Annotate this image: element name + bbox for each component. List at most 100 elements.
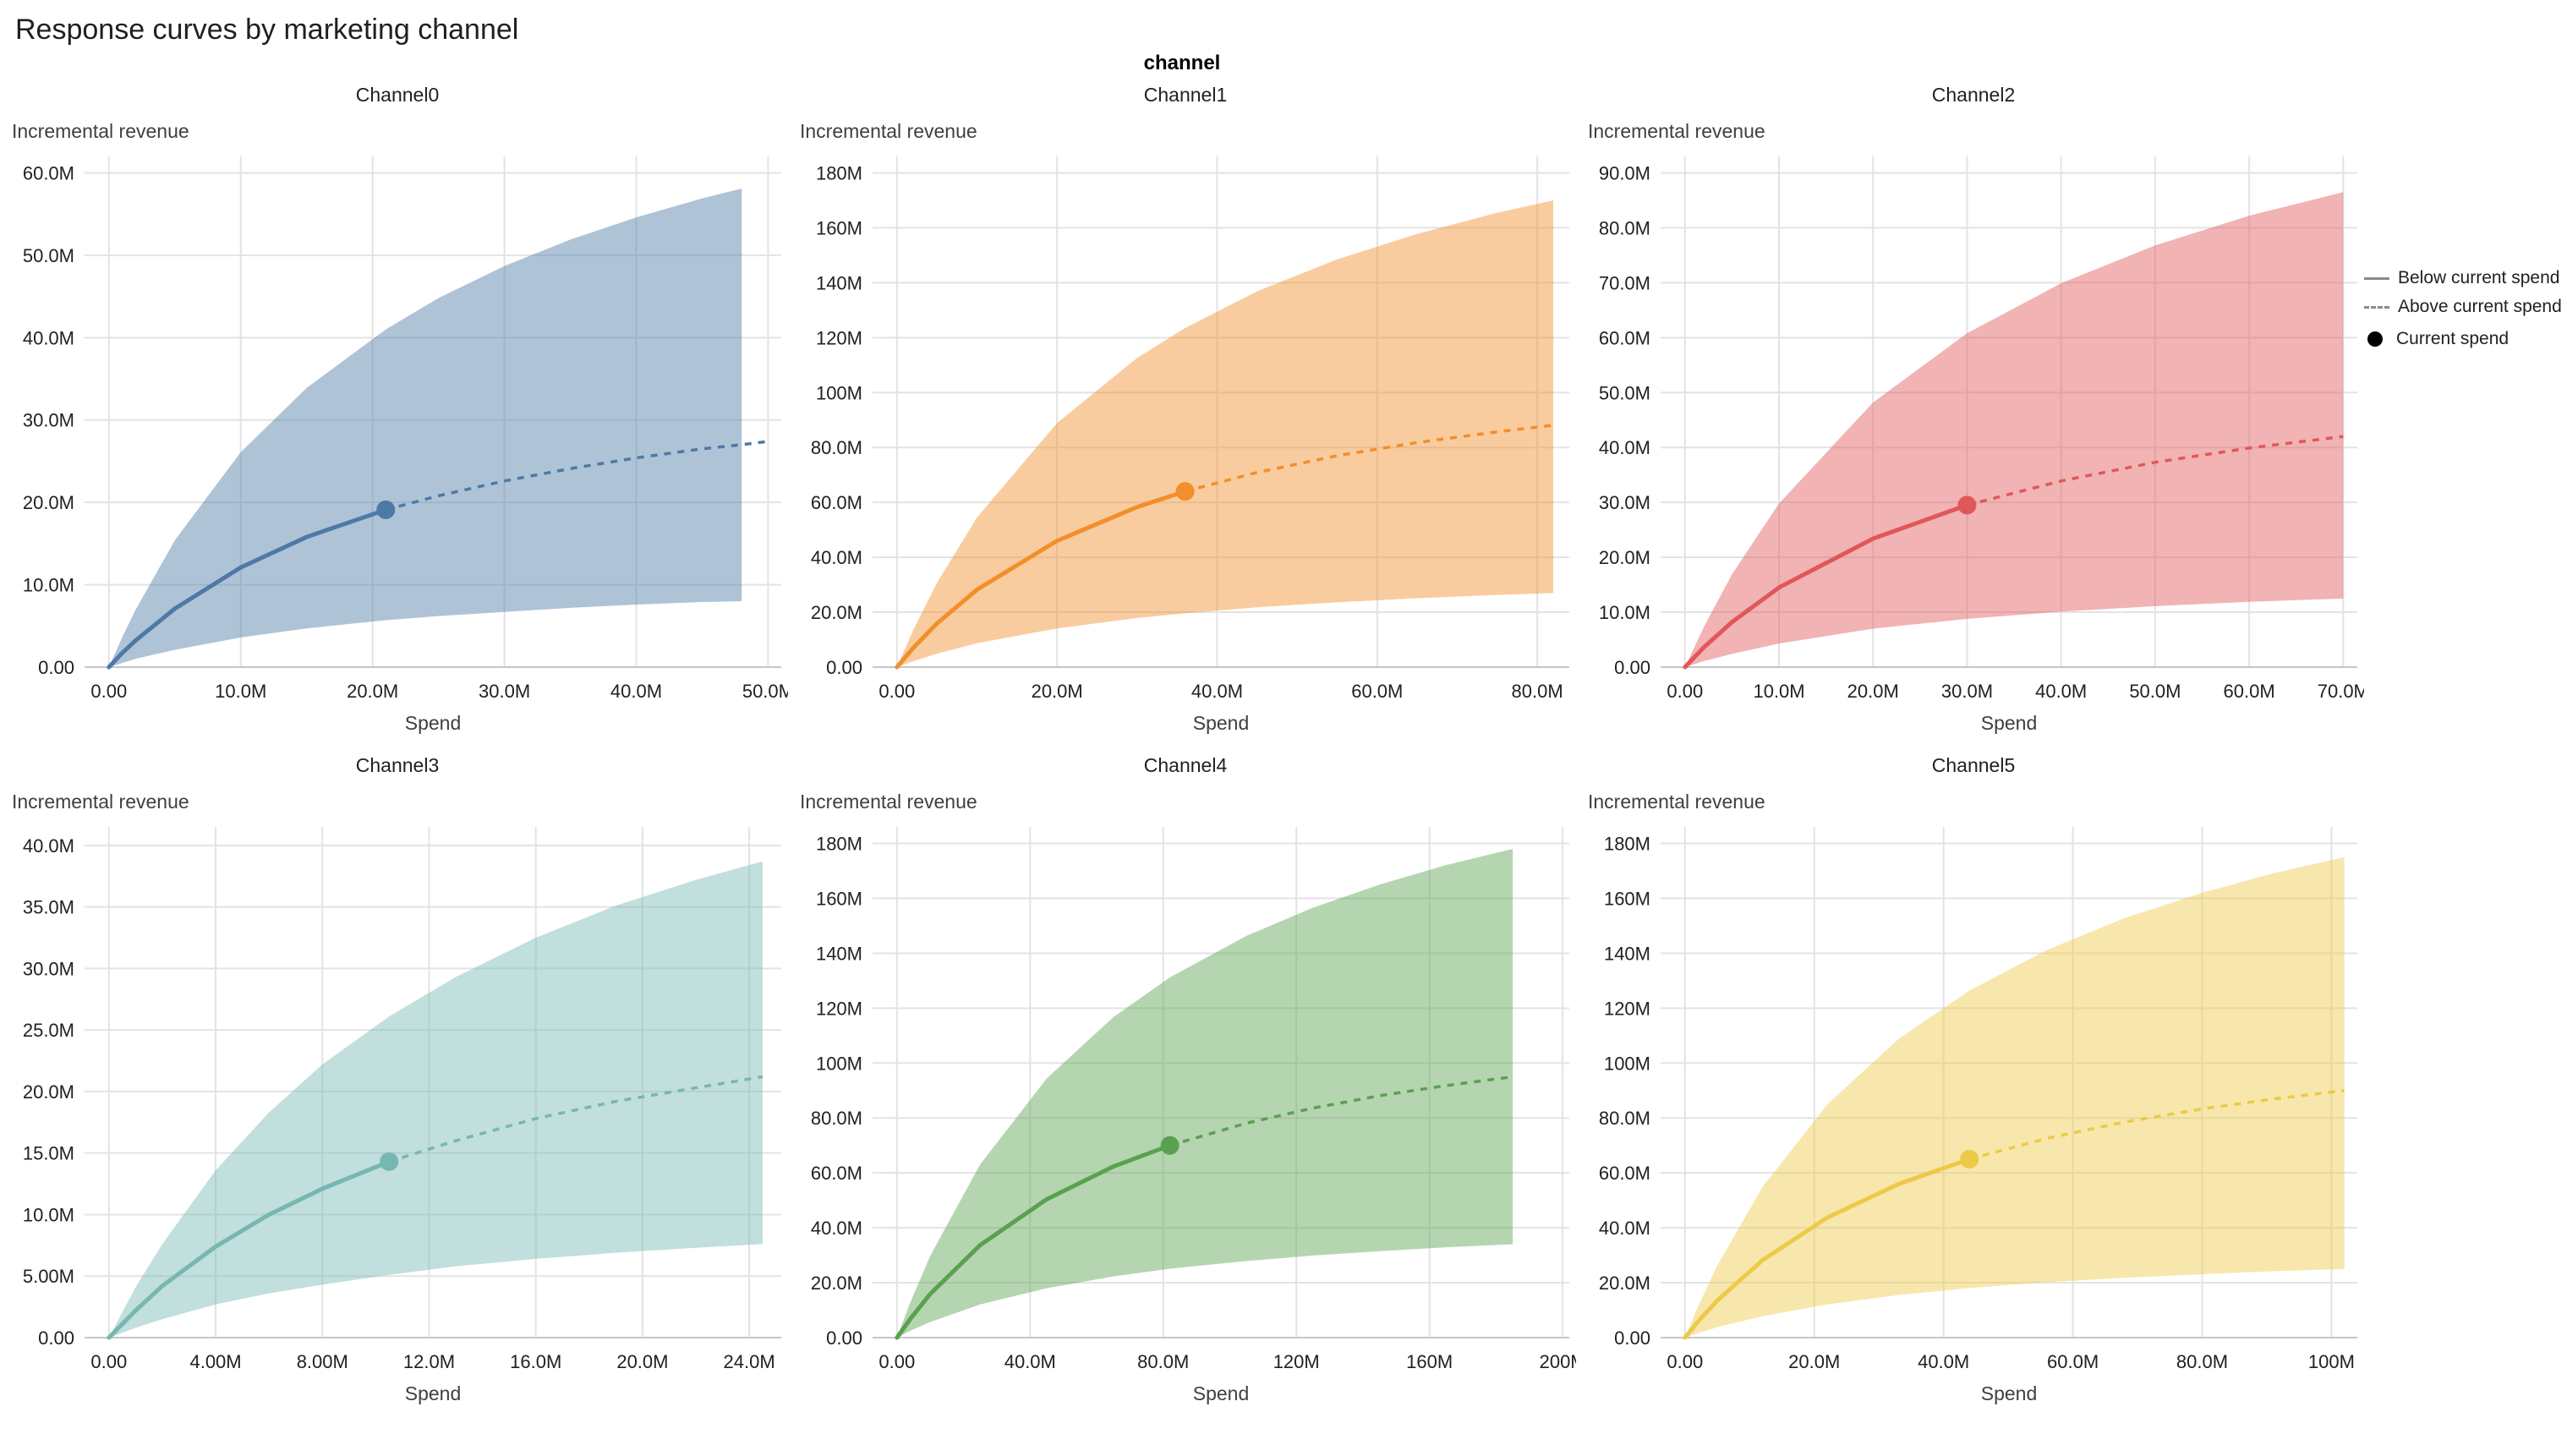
- x-tick-label: 50.0M: [742, 681, 788, 702]
- current-spend-marker: [380, 1152, 399, 1171]
- response-curve-chart: 0.00 20.0M 40.0M 60.0M 80.0M 100M 120M 140M 160M…: [811, 156, 1569, 734]
- y-tick-label: 20.0M: [811, 1273, 862, 1294]
- facet-label: channel: [1143, 52, 1221, 74]
- y-tick-label: 120M: [816, 998, 862, 1019]
- legend-label: Below current spend: [2398, 268, 2560, 287]
- charts-grid: Channel0 Incremental revenue 0.00 10.0M 20…: [0, 75, 2567, 1416]
- y-tick-label: 80.0M: [1599, 217, 1650, 238]
- y-tick-label: 100M: [816, 382, 862, 403]
- below-current-spend-line: [1683, 502, 1969, 670]
- y-tick-label: 0.00: [1614, 657, 1650, 678]
- y-axis-label: Incremental revenue: [12, 791, 189, 813]
- below-current-spend-line: [895, 489, 1188, 670]
- y-tick-label: 30.0M: [23, 958, 74, 979]
- y-tick-label: 20.0M: [23, 492, 74, 513]
- page-title: Response curves by marketing channel: [15, 14, 519, 46]
- y-axis-label: Incremental revenue: [800, 791, 977, 813]
- y-tick-label: 15.0M: [23, 1143, 74, 1164]
- y-tick-label: 80.0M: [1599, 1108, 1650, 1129]
- y-tick-label: 180M: [816, 833, 862, 854]
- y-tick-label: 30.0M: [23, 410, 74, 431]
- y-tick-label: 40.0M: [1599, 437, 1650, 458]
- x-tick-label: 60.0M: [2224, 681, 2275, 702]
- x-tick-label: 50.0M: [2129, 681, 2181, 702]
- above-current-spend-line: [1185, 424, 1554, 493]
- legend-item-below-current-spend: Below current spend: [2364, 268, 2567, 288]
- y-tick-label: 20.0M: [1599, 1273, 1650, 1294]
- x-tick-label: 160M: [1406, 1351, 1453, 1372]
- x-tick-label: 60.0M: [2047, 1351, 2099, 1372]
- x-tick-label: 0.00: [878, 1351, 915, 1372]
- y-tick-label: 40.0M: [811, 1218, 862, 1239]
- x-tick-label: 40.0M: [1004, 1351, 1056, 1372]
- x-axis-label: Spend: [1193, 712, 1250, 734]
- y-tick-label: 160M: [1604, 888, 1650, 909]
- y-axis-label: Incremental revenue: [1588, 791, 1765, 813]
- y-tick-label: 50.0M: [1599, 382, 1650, 403]
- y-tick-label: 10.0M: [23, 1204, 74, 1225]
- x-tick-label: 0.00: [90, 681, 127, 702]
- chart-title: Channel3: [355, 754, 440, 776]
- y-tick-label: 25.0M: [23, 1020, 74, 1041]
- below-current-spend-line: [1683, 1157, 1972, 1340]
- y-tick-label: 20.0M: [811, 602, 862, 623]
- chart-card: Channel1 Incremental revenue 0.00 20.0M 40…: [788, 75, 1576, 746]
- current-spend-marker: [1175, 482, 1195, 501]
- y-tick-label: 140M: [816, 943, 862, 964]
- x-tick-label: 20.0M: [1032, 681, 1083, 702]
- current-spend-marker: [1160, 1136, 1180, 1155]
- chart-title: Channel2: [1931, 84, 2016, 106]
- x-tick-label: 40.0M: [610, 681, 662, 702]
- x-tick-label: 0.00: [878, 681, 915, 702]
- confidence-band: [1684, 857, 2345, 1338]
- y-tick-label: 20.0M: [1599, 547, 1650, 568]
- y-tick-label: 50.0M: [23, 245, 74, 266]
- x-tick-label: 100M: [2308, 1351, 2355, 1372]
- x-tick-label: 80.0M: [1512, 681, 1563, 702]
- current-spend-marker: [1957, 495, 1977, 515]
- above-current-spend-line: [1967, 435, 2344, 507]
- legend-item-above-current-spend: Above current spend: [2364, 297, 2567, 317]
- y-tick-label: 160M: [816, 217, 862, 238]
- y-tick-label: 60.0M: [811, 492, 862, 513]
- x-tick-label: 120M: [1273, 1351, 1320, 1372]
- y-tick-label: 100M: [1604, 1053, 1650, 1074]
- y-axis-label: Incremental revenue: [12, 120, 189, 142]
- y-axis-label: Incremental revenue: [800, 120, 977, 142]
- x-tick-label: 20.0M: [1788, 1351, 1840, 1372]
- x-tick-label: 40.0M: [2035, 681, 2087, 702]
- y-tick-label: 140M: [816, 272, 862, 293]
- below-current-spend-line: [107, 1159, 391, 1340]
- x-axis-label: Spend: [1193, 1382, 1250, 1404]
- dot-icon: [2367, 331, 2383, 347]
- y-tick-label: 0.00: [826, 1327, 862, 1349]
- y-tick-label: 0.00: [1614, 1327, 1650, 1349]
- x-tick-label: 80.0M: [1137, 1351, 1189, 1372]
- y-tick-label: 60.0M: [23, 162, 74, 183]
- y-tick-label: 40.0M: [1599, 1218, 1650, 1239]
- y-tick-label: 60.0M: [1599, 327, 1650, 348]
- y-tick-label: 160M: [816, 888, 862, 909]
- chart-title: Channel5: [1931, 754, 2016, 776]
- above-current-spend-line: [385, 440, 769, 512]
- y-tick-label: 70.0M: [1599, 272, 1650, 293]
- x-tick-label: 80.0M: [2176, 1351, 2228, 1372]
- y-tick-label: 80.0M: [811, 1108, 862, 1129]
- y-tick-label: 100M: [816, 1053, 862, 1074]
- x-tick-label: 0.00: [1667, 681, 1703, 702]
- x-tick-label: 200M: [1540, 1351, 1576, 1372]
- x-axis-label: Spend: [405, 1382, 462, 1404]
- legend-item-current-spend: Current spend: [2364, 329, 2567, 349]
- below-current-spend-line: [107, 507, 388, 670]
- y-tick-label: 60.0M: [1599, 1163, 1650, 1184]
- response-curve-chart: 0.00 20.0M 40.0M 60.0M 80.0M 100M 120M 140M 160M…: [1599, 827, 2357, 1404]
- y-tick-label: 20.0M: [23, 1081, 74, 1103]
- y-tick-label: 180M: [1604, 833, 1650, 854]
- x-tick-label: 10.0M: [1753, 681, 1804, 702]
- x-tick-label: 30.0M: [479, 681, 530, 702]
- response-curve-chart: 0.00 5.00M 10.0M 15.0M 20.0M 25.0M 30.0M 35.0M 4…: [23, 827, 781, 1404]
- confidence-band: [108, 188, 742, 668]
- y-tick-label: 35.0M: [23, 897, 74, 918]
- chart-title: Channel4: [1143, 754, 1228, 776]
- y-tick-label: 10.0M: [1599, 602, 1650, 623]
